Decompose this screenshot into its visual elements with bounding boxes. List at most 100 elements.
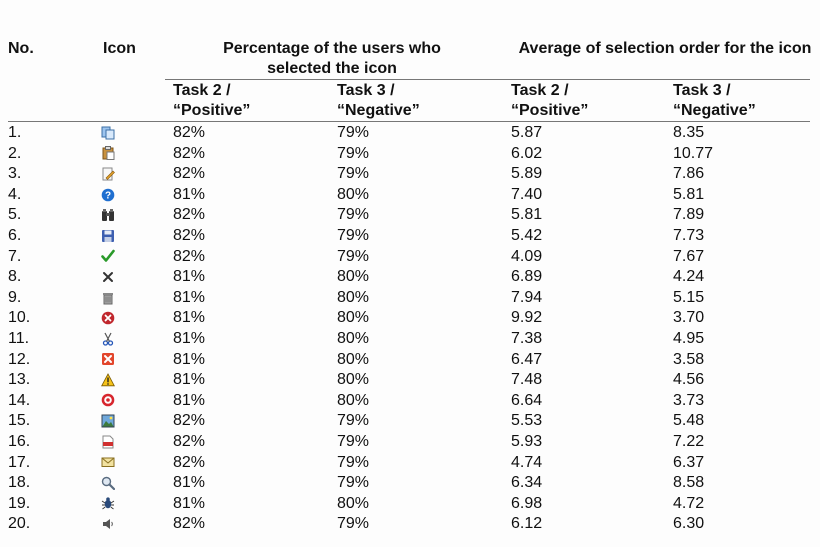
- pct-task3-value: 79%: [337, 432, 370, 450]
- table-row: 19. 81% 80% 6.98 4.72: [8, 494, 813, 515]
- pct-task3-value: 79%: [337, 206, 370, 224]
- row-number: 14.: [8, 391, 31, 409]
- pct-task2-value: 81%: [173, 329, 206, 347]
- row-number: 11.: [8, 329, 30, 347]
- paste-icon: [101, 146, 115, 161]
- avg-task2-value: 6.98: [511, 494, 543, 512]
- row-number: 8.: [8, 268, 22, 286]
- table-row: 8. 81% 80% 6.89 4.24: [8, 267, 813, 288]
- pct-task3-value: 79%: [337, 124, 370, 141]
- table-row: 20. 82% 79% 6.12 6.30: [8, 514, 813, 535]
- icon-cell: [103, 514, 173, 535]
- pct-task3-value: 80%: [337, 371, 370, 389]
- table-row: 5. 82% 79% 5.81 7.89: [8, 205, 813, 226]
- avg-task2-value: 7.48: [511, 371, 543, 389]
- checkmark-icon: [101, 249, 115, 263]
- pct-task3-value: 80%: [337, 329, 370, 347]
- avg-task3-value: 4.72: [673, 494, 705, 512]
- avg-task2-value: 6.02: [511, 144, 543, 162]
- row-number: 16.: [8, 432, 31, 450]
- icon-cell: [103, 288, 173, 309]
- table-row: 3. 82% 79% 5.89 7.86: [8, 164, 813, 185]
- avg-task3-value: 7.86: [673, 165, 705, 183]
- pct-task3-value: 80%: [337, 494, 370, 512]
- icon-cell: ?: [101, 185, 173, 206]
- pct-task2-value: 81%: [173, 309, 206, 327]
- avg-task2-value: 6.34: [511, 474, 543, 492]
- avg-task2-value: 9.92: [511, 309, 543, 327]
- bug-icon: [101, 496, 115, 510]
- avg-task2-value: 6.89: [511, 268, 543, 286]
- icon-cell: [101, 391, 173, 412]
- avg-task3-value: 7.73: [673, 226, 705, 244]
- copy-icon: [101, 126, 115, 140]
- avg-task3-value: 3.73: [673, 391, 705, 409]
- avg-task2-value: 5.42: [511, 226, 543, 244]
- pct-task3-value: 80%: [337, 350, 370, 368]
- table-row: 7. 82% 79% 4.09 7.67: [8, 247, 813, 268]
- row-number: 7.: [8, 247, 22, 265]
- pct-task3-value: 79%: [337, 226, 370, 244]
- pct-task3-value: 80%: [337, 309, 370, 327]
- table-row: 18. 81% 79% 6.34 8.58: [8, 473, 813, 494]
- pct-task2-value: 82%: [173, 412, 206, 430]
- header-pct-task2: Task 2 / “Positive”: [173, 82, 251, 119]
- avg-task3-value: 4.95: [673, 329, 705, 347]
- row-number: 18.: [8, 474, 31, 492]
- row-number: 6.: [8, 226, 22, 244]
- icon-cell: [101, 453, 173, 474]
- avg-task3-value: 7.89: [673, 206, 705, 224]
- avg-task3-value: 6.30: [673, 515, 705, 533]
- close-box-icon: [101, 352, 115, 366]
- error-circle-icon: [101, 311, 115, 325]
- row-number: 17.: [8, 453, 31, 471]
- table-row: 10. 81% 80% 9.92 3.70: [8, 308, 813, 329]
- pct-task2-value: 81%: [173, 494, 206, 512]
- trash-icon: [101, 291, 115, 305]
- icon-cell: [101, 370, 173, 391]
- avg-task3-value: 3.70: [673, 309, 705, 327]
- header-avg-task2: Task 2 / “Positive”: [511, 82, 589, 119]
- cross-icon: [101, 270, 115, 284]
- table-row: 14. 81% 80% 6.64 3.73: [8, 391, 813, 412]
- pct-task2-value: 81%: [173, 474, 206, 492]
- avg-task2-value: 6.47: [511, 350, 543, 368]
- row-number: 2.: [8, 144, 22, 162]
- row-number: 20.: [8, 515, 31, 533]
- avg-task2-value: 7.38: [511, 329, 543, 347]
- table-row: 15. 82% 79% 5.53 5.48: [8, 411, 813, 432]
- target-icon: [101, 393, 115, 407]
- header-pct-task3: Task 3 / “Negative”: [337, 82, 420, 119]
- pct-task2-value: 82%: [173, 453, 206, 471]
- row-number: 9.: [8, 288, 22, 306]
- table-row: 4.? 81% 80% 7.40 5.81: [8, 185, 813, 206]
- warning-icon: [101, 373, 115, 387]
- pct-task2-value: 82%: [173, 247, 206, 265]
- magnifier-icon: [101, 476, 115, 490]
- table-row: 17. 82% 79% 4.74 6.37: [8, 453, 813, 474]
- pct-task2-value: 82%: [173, 226, 206, 244]
- row-number: 4.: [8, 185, 22, 203]
- icon-cell: [101, 494, 173, 515]
- icon-cell: [102, 205, 173, 226]
- pct-task3-value: 79%: [337, 474, 370, 492]
- avg-task2-value: 6.12: [511, 515, 543, 533]
- avg-task3-value: 8.58: [673, 474, 705, 492]
- pdf-icon: [101, 435, 115, 449]
- help-icon: ?: [101, 188, 115, 202]
- pct-task2-value: 81%: [173, 391, 206, 409]
- pct-task3-value: 79%: [337, 453, 370, 471]
- header-divider-top: [165, 79, 810, 80]
- row-number: 5.: [8, 206, 22, 224]
- table-row: 12. 81% 80% 6.47 3.58: [8, 350, 813, 371]
- icon-cell: [102, 164, 173, 185]
- header-no: No.: [8, 40, 34, 57]
- pct-task2-value: 82%: [173, 432, 206, 450]
- pct-task3-value: 79%: [337, 144, 370, 162]
- avg-task3-value: 4.56: [673, 371, 705, 389]
- row-number: 1.: [8, 124, 22, 141]
- icon-cell: [101, 432, 173, 453]
- avg-task2-value: 5.93: [511, 432, 543, 450]
- pct-task3-value: 79%: [337, 515, 370, 533]
- icon-cell: [103, 267, 173, 288]
